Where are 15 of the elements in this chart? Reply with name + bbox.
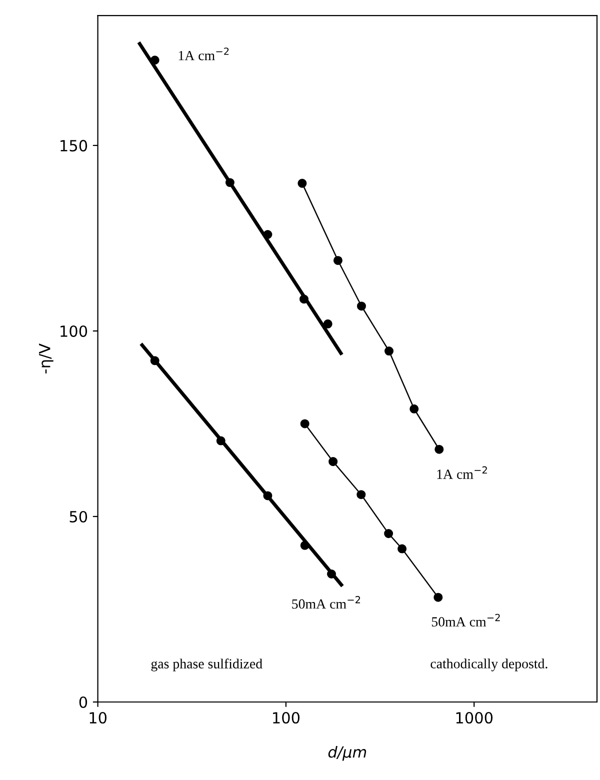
y-axis-title: -η/V [39,344,54,374]
y-tick-label: 100 [60,325,88,337]
annotation: cathodically depostd. [430,658,548,672]
x-axis-title: d/μm [328,746,366,761]
y-tick-label: 50 [70,510,88,523]
annotation: 1A cm$^{−2}$ [178,48,229,60]
x-tick-label: 1000 [456,712,493,724]
y-tick-label: 150 [60,140,88,152]
y-tick-label: 0 [79,696,88,708]
annotation: 50mA cm$^{−2}$ [292,596,360,609]
annotation: gas phase sulfidized [151,658,262,672]
annotation: 1A cm$^{−2}$ [437,466,487,479]
annotation: 50mA cm$^{−2}$ [432,614,500,627]
x-tick-label: 100 [273,712,300,724]
x-tick-label: 10 [90,712,107,724]
